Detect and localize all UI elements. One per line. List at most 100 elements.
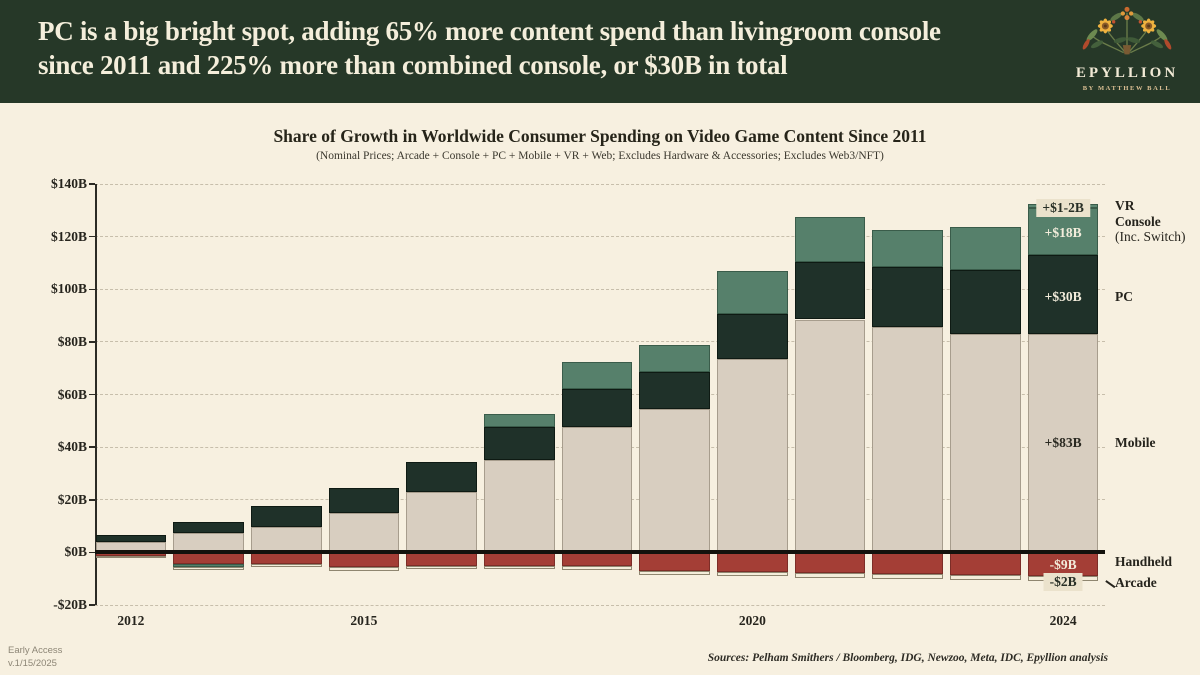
brand-byline: BY MATTHEW BALL xyxy=(1082,85,1172,92)
bar-segment-mobile-2018 xyxy=(561,427,633,553)
bar-segment-handheld-2022 xyxy=(872,552,944,574)
bar-segment-mobile-2016 xyxy=(406,491,477,553)
y-axis-tick-20 xyxy=(89,499,95,501)
bar-segment-handheld-2023 xyxy=(950,552,1021,575)
bar-segment-handheld-2021 xyxy=(794,552,866,574)
y-axis-label-80: $80B xyxy=(57,333,87,349)
footer-left: Early Access v.1/15/2025 xyxy=(8,644,62,670)
bar-segment-mobile-2019 xyxy=(639,408,711,553)
bar-segment-mobile-2020 xyxy=(717,358,788,553)
category-label-vr: VR xyxy=(1115,198,1135,214)
headline-line-1: PC is a big bright spot, adding 65% more… xyxy=(38,16,941,46)
y-axis-label-140: $140B xyxy=(50,176,87,191)
bar-segment-handheld-2015 xyxy=(328,552,400,567)
category-label-arcade: Arcade xyxy=(1115,575,1157,591)
arcade-connector-line xyxy=(1105,580,1116,589)
bar-segment-handheld-2014 xyxy=(250,552,322,564)
bar-segment-mobile-2021 xyxy=(794,319,866,553)
bar-segment-console-2021 xyxy=(794,216,866,262)
y-axis-label-20: $20B xyxy=(57,491,87,507)
bar-segment-pc-2015 xyxy=(328,487,400,513)
y-axis-label-100: $100B xyxy=(50,281,87,297)
category-label-pc: PC xyxy=(1115,289,1133,305)
annotation-mobile: +$83B xyxy=(1044,435,1082,451)
version-label: v.1/15/2025 xyxy=(8,658,57,669)
bar-segment-arcade-2020 xyxy=(717,571,788,577)
bar-segment-pc-2013 xyxy=(173,522,244,533)
bar-segment-pc-2016 xyxy=(406,461,477,492)
chart-subtitle: (Nominal Prices; Arcade + Console + PC +… xyxy=(316,150,884,162)
bar-segment-arcade-2013 xyxy=(173,567,244,570)
category-label-console: Console xyxy=(1115,214,1161,230)
bar-segment-pc-2024 xyxy=(1027,255,1099,334)
category-label-incswitch: (Inc. Switch) xyxy=(1115,229,1186,245)
bar-segment-arcade-2016 xyxy=(406,565,477,570)
bar-segment-arcade-2018 xyxy=(561,566,633,570)
bar-segment-arcade-2022 xyxy=(872,573,944,579)
early-access-label: Early Access xyxy=(8,645,63,656)
annotation-arcade: -$2B xyxy=(1043,573,1083,592)
bar-segment-pc-2020 xyxy=(717,314,788,359)
bar-segment-mobile-2024 xyxy=(1027,333,1099,553)
bar-segment-mobile-2023 xyxy=(950,333,1021,553)
annotation-pc: +$30B xyxy=(1044,289,1082,305)
annotation-vr: +$1-2B xyxy=(1036,199,1090,218)
y-axis-label-0: $0B xyxy=(64,544,87,560)
bar-segment-arcade-2021 xyxy=(794,573,866,579)
bar-segment-pc-2014 xyxy=(250,506,322,528)
bar-segment-console-2022 xyxy=(872,230,944,267)
epyllion-logo: EPYLLION BY MATTHEW BALL xyxy=(1064,3,1190,92)
y-axis-tick-100 xyxy=(89,288,95,290)
bar-segment-console-2017 xyxy=(483,414,555,428)
y-axis-tick-0 xyxy=(89,551,95,554)
bar-segment-handheld-2020 xyxy=(717,552,788,572)
bar-segment-handheld-2018 xyxy=(561,552,633,567)
y-axis-label-120: $120B xyxy=(50,228,87,244)
bar-segment-handheld-2017 xyxy=(483,552,555,566)
bar-segment-arcade-2023 xyxy=(950,575,1021,580)
x-axis-label-2020: 2020 xyxy=(738,613,766,628)
bar-segment-mobile-2017 xyxy=(483,460,555,553)
bar-segment-console-2013 xyxy=(173,563,244,568)
bar-segment-mobile-2014 xyxy=(250,527,322,553)
x-axis-label-2024: 2024 xyxy=(1049,613,1077,628)
bar-segment-console-2020 xyxy=(717,270,788,315)
y-axis-line xyxy=(95,184,97,605)
annotation-console: +$18B xyxy=(1044,224,1082,240)
bar-segment-arcade-2015 xyxy=(328,566,400,571)
bar-segment-arcade-2017 xyxy=(483,565,555,570)
y-axis-tick-140 xyxy=(89,183,95,185)
bar-segment-pc-2023 xyxy=(950,269,1021,334)
flower-bouquet-icon xyxy=(1082,6,1172,55)
bar-segment-console-2018 xyxy=(561,361,633,390)
bar-segment-pc-2019 xyxy=(639,372,711,409)
bar-segment-handheld-2016 xyxy=(406,552,477,566)
gridline-100 xyxy=(95,288,1105,290)
category-label-mobile: Mobile xyxy=(1115,435,1156,451)
bar-segment-mobile-2015 xyxy=(328,512,400,553)
bar-segment-pc-2021 xyxy=(794,261,866,320)
bar-segment-console-2023 xyxy=(950,227,1021,270)
y-axis-tick-120 xyxy=(89,235,95,238)
bar-segment-arcade-2019 xyxy=(639,570,711,575)
zero-axis-line xyxy=(95,550,1105,554)
header-banner: PC is a big bright spot, adding 65% more… xyxy=(0,0,1200,103)
gridline-80 xyxy=(95,341,1105,343)
sources-note: Sources: Pelham Smithers / Bloomberg, ID… xyxy=(707,652,1108,664)
gridline-140 xyxy=(95,183,1105,185)
y-axis-label-40: $40B xyxy=(57,439,87,455)
bar-segment-console-2019 xyxy=(639,344,711,373)
gridline--20 xyxy=(95,604,1105,606)
annotation-handheld: -$9B xyxy=(1049,557,1077,572)
y-axis-tick-60 xyxy=(89,393,95,396)
bar-segment-pc-2022 xyxy=(872,266,944,328)
brand-name: EPYLLION xyxy=(1075,65,1179,81)
y-axis-label-60: $60B xyxy=(57,386,87,402)
y-axis-tick-40 xyxy=(89,446,95,448)
gridline-120 xyxy=(95,236,1105,238)
y-axis-label--20: -$20B xyxy=(53,597,87,612)
bar-segment-arcade-2012 xyxy=(95,555,167,559)
bar-segment-pc-2017 xyxy=(483,427,555,461)
category-label-handheld: Handheld xyxy=(1115,554,1173,570)
